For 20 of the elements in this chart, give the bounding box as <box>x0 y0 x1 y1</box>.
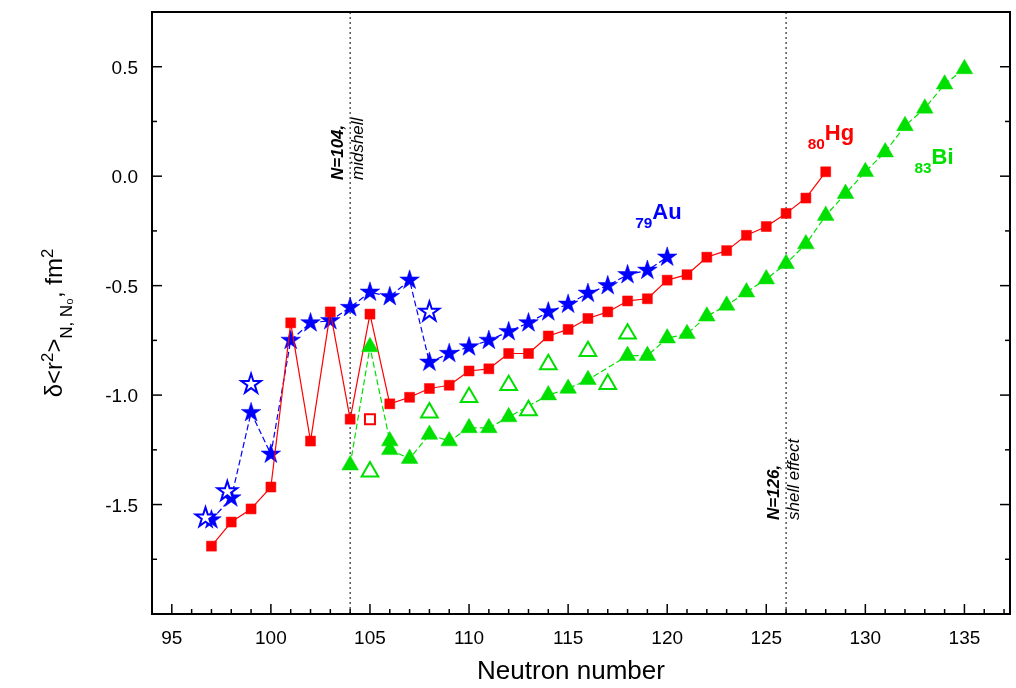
x-tick-label: 130 <box>849 627 882 648</box>
x-tick-label: 95 <box>161 627 183 648</box>
x-tick-label: 115 <box>552 627 584 648</box>
x-axis-title: Neutron number <box>477 655 666 685</box>
ref-line-label: N=126, shell effect <box>764 437 804 520</box>
series-label: $_{83}$Bi <box>914 143 954 176</box>
ref-line-label: N=104, midshell <box>328 116 368 180</box>
series-label: $_{80}$Hg <box>807 119 855 152</box>
y-tick-label: 0.0 <box>111 166 138 188</box>
x-tick-label: 110 <box>453 627 485 648</box>
y-tick-label: -0.5 <box>105 275 138 297</box>
x-tick-label: 125 <box>750 627 783 648</box>
y-tick-label: 0.5 <box>111 56 138 78</box>
y-tick-label: -1.5 <box>105 494 138 516</box>
x-tick-label: 135 <box>948 627 981 648</box>
series-label: $_{79}$Au <box>635 199 682 231</box>
x-tick-label: 105 <box>354 627 386 648</box>
x-tick-label: 100 <box>255 627 287 648</box>
y-tick-label: -1.0 <box>105 385 138 407</box>
x-tick-label: 120 <box>651 627 684 648</box>
